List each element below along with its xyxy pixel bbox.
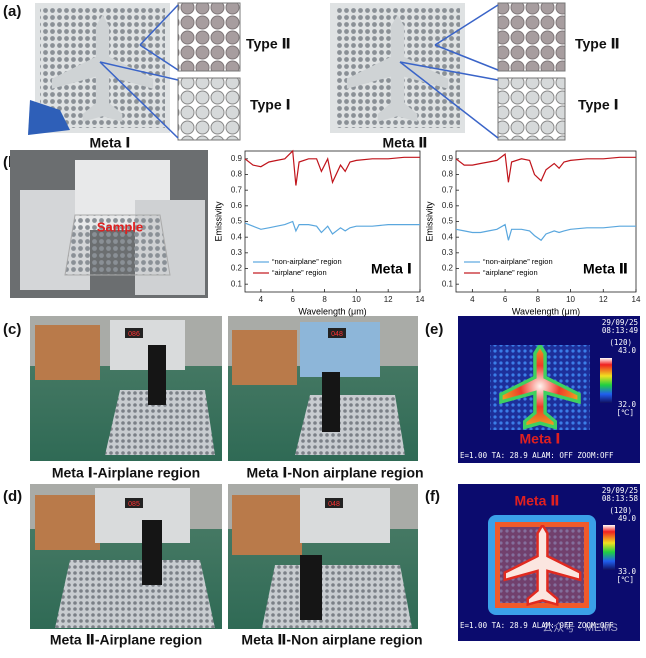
series-line [455,152,636,183]
ir-scale-min: 33.0 [618,567,637,576]
chart-annotation: Meta Ⅰ [371,261,412,277]
x-tick-label: 14 [416,295,425,304]
instrument-photo [10,150,208,298]
thermal-image [458,316,640,463]
measurement-photo [30,484,418,629]
meter-reading: 086 [128,331,140,338]
y-tick-label: 0.4 [442,232,454,241]
ir-label: Meta Ⅰ [520,431,561,447]
y-tick-label: 0.7 [231,185,243,194]
x-tick-label: 14 [632,295,641,304]
y-tick-label: 0.1 [442,279,454,288]
panel-label: (e) [425,321,443,338]
caption: Meta Ⅰ-Non airplane region [246,465,423,481]
ir-status: E=1.00 TA: 28.9 ALAM: OFF ZOOM:OFF [460,621,614,630]
ir-date: 29/09/25 [602,318,638,327]
zoom-label: Type Ⅰ [578,97,619,113]
x-tick-label: 10 [566,295,575,304]
y-tick-label: 0.3 [231,248,243,257]
y-tick-label: 0.8 [231,170,243,179]
zoom-label: Type Ⅱ [246,36,291,52]
ir-scale-max: 49.0 [618,514,637,523]
y-axis-label: Emissivity [424,201,434,241]
panel-label: (a) [3,3,21,20]
legend-label: “airplane” region [272,268,327,277]
meter-reading: 048 [331,331,343,338]
panel-label: (d) [3,488,22,505]
photo-label: Sample [97,219,143,234]
chart-annotation: Meta Ⅱ [583,261,628,277]
series-line [244,149,420,186]
caption: Meta Ⅱ-Non airplane region [241,632,422,648]
legend-label: “non-airplane” region [272,257,342,266]
x-tick-label: 4 [259,295,264,304]
series-line [244,220,420,235]
x-tick-label: 6 [291,295,296,304]
y-tick-label: 0.5 [231,217,243,226]
ir-mode: (120) [609,338,632,347]
sample-photo [330,2,566,141]
panel-label: (c) [3,321,21,338]
zoom-label: Type Ⅰ [250,97,291,113]
ir-status: E=1.00 TA: 28.9 ALAM: OFF ZOOM:OFF [460,451,614,460]
ir-unit: [℃] [617,408,634,417]
x-axis-label: Wavelength (μm) [512,306,580,316]
y-tick-label: 0.9 [442,154,454,163]
ir-scale-max: 43.0 [618,346,637,355]
y-tick-label: 0.2 [231,264,243,273]
ir-time: 08:13:58 [602,494,639,503]
y-axis-label: Emissivity [213,201,223,241]
x-tick-label: 10 [352,295,361,304]
caption: Meta Ⅰ [90,135,131,151]
x-axis-label: Wavelength (μm) [298,306,366,316]
watermark: 公众号 · MEMS [542,621,618,634]
y-tick-label: 0.6 [231,201,243,210]
x-tick-label: 8 [322,295,327,304]
x-tick-label: 12 [384,295,393,304]
thermal-image [458,484,640,641]
sample-photo [28,2,241,141]
x-tick-label: 12 [599,295,608,304]
x-tick-label: 8 [536,295,541,304]
y-tick-label: 0.8 [442,170,454,179]
x-tick-label: 4 [470,295,475,304]
ir-scale-min: 32.0 [618,400,637,409]
panel-label: (f) [425,488,440,505]
ir-time: 08:13:49 [602,326,638,335]
ir-label: Meta Ⅱ [514,493,559,509]
y-tick-label: 0.9 [231,154,243,163]
y-tick-label: 0.6 [442,201,454,210]
y-tick-label: 0.1 [231,279,243,288]
caption: Meta Ⅰ-Airplane region [52,465,200,481]
zoom-label: Type Ⅱ [575,36,620,52]
ir-date: 29/09/25 [602,486,638,495]
measurement-photo [30,316,418,461]
x-tick-label: 6 [503,295,508,304]
series-line [455,223,636,242]
ir-mode: (120) [609,506,632,515]
y-tick-label: 0.5 [442,217,454,226]
meter-reading: 085 [128,501,140,508]
meter-reading: 048 [328,501,340,508]
y-tick-label: 0.7 [442,185,454,194]
legend-label: “non-airplane” region [483,257,553,266]
y-tick-label: 0.3 [442,248,454,257]
y-tick-label: 0.2 [442,264,454,273]
legend-label: “airplane” region [483,268,538,277]
y-tick-label: 0.4 [231,232,243,241]
caption: Meta Ⅱ-Airplane region [50,632,202,648]
caption: Meta Ⅱ [382,135,427,151]
ir-unit: [℃] [617,575,634,584]
